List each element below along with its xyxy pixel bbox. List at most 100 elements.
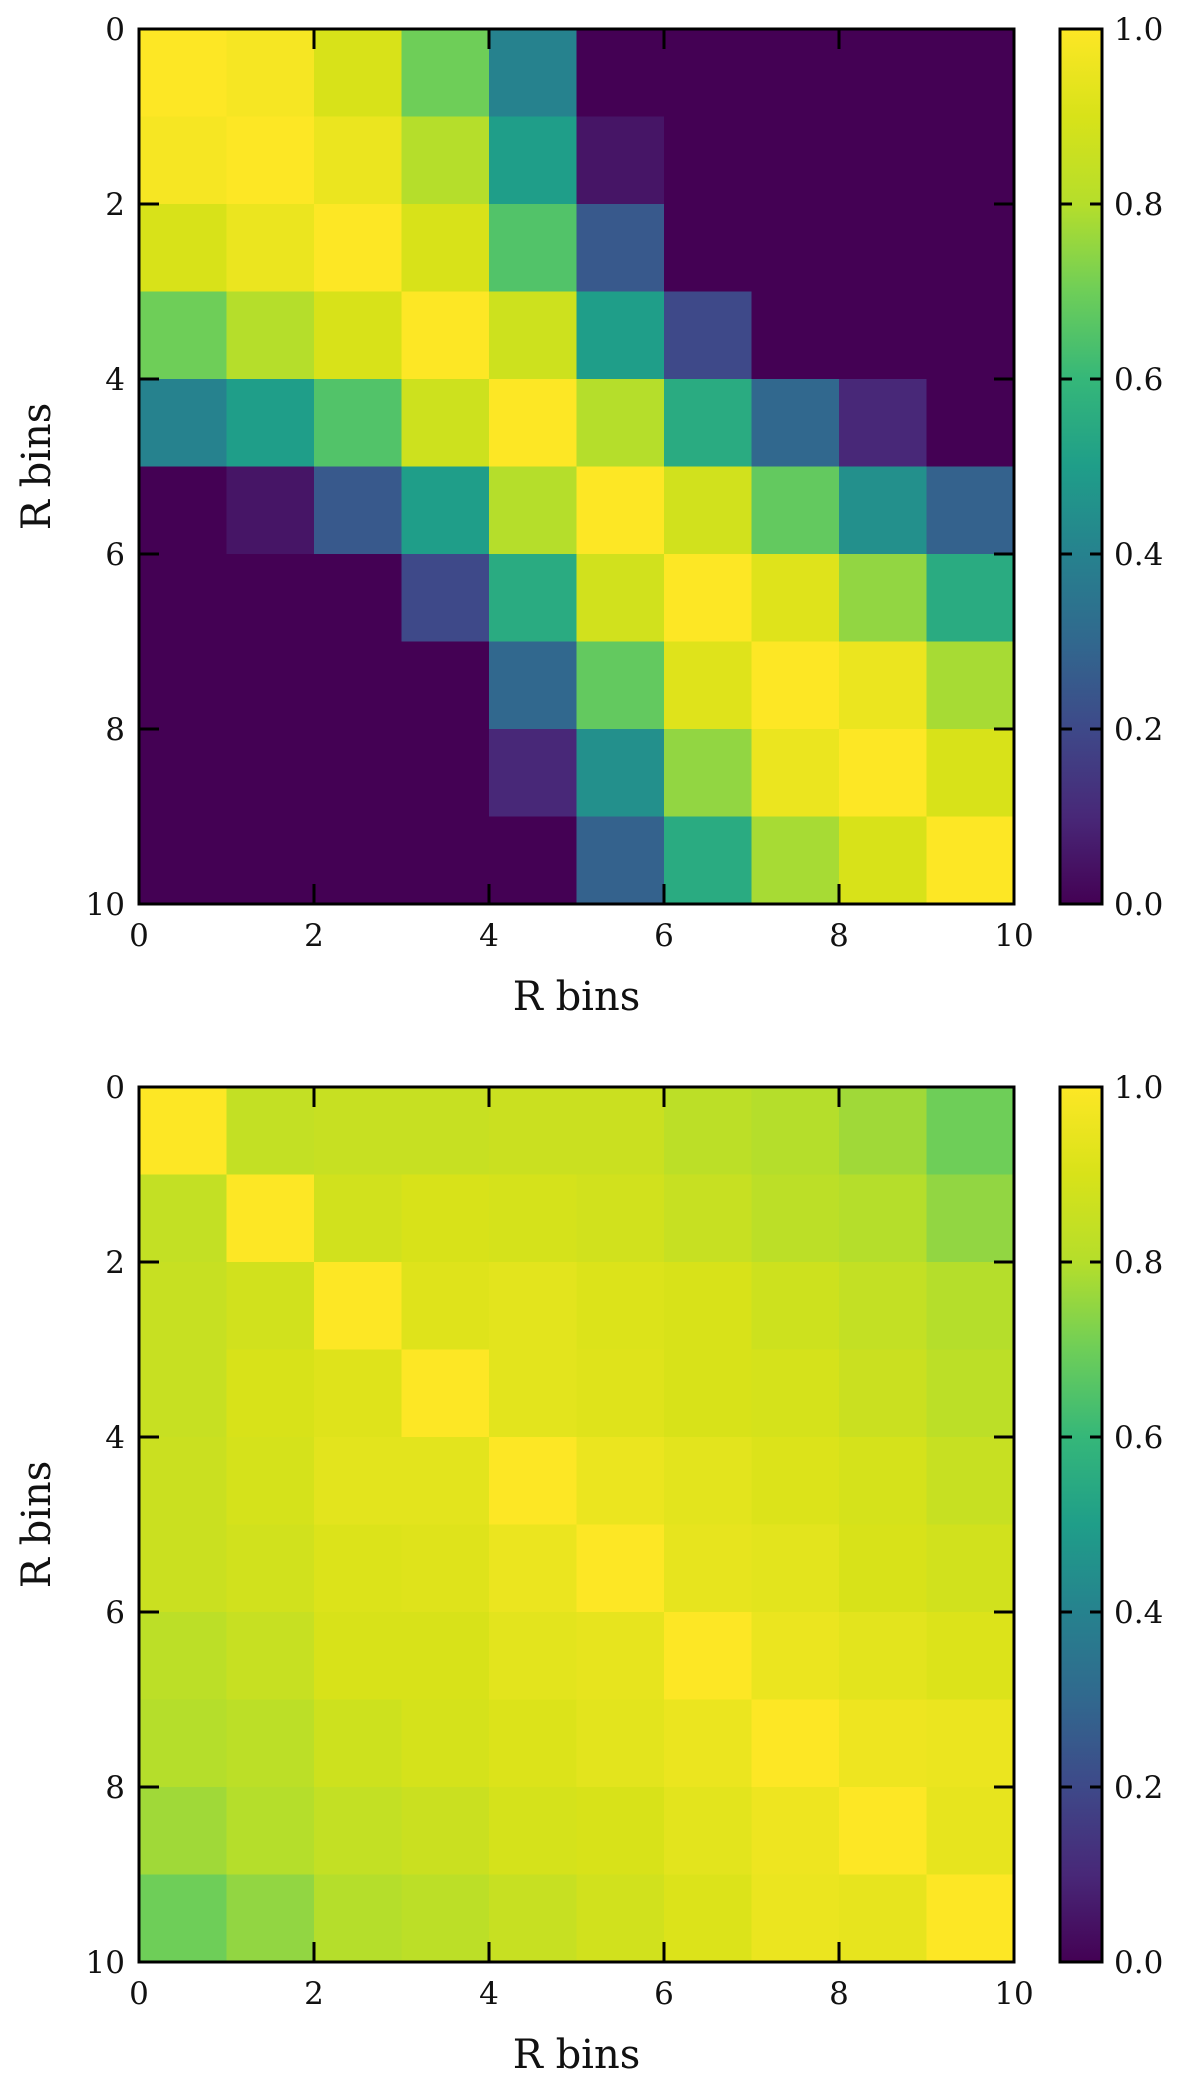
x-tick-label: 2	[304, 918, 324, 954]
heatmap-cell	[751, 116, 840, 205]
heatmap-cell	[926, 641, 1015, 730]
heatmap-cell	[926, 291, 1015, 380]
heatmap-cell	[664, 291, 753, 380]
colorbar-tick-label: 1.0	[1114, 1070, 1163, 1106]
heatmap-cell	[576, 1787, 665, 1876]
heatmap-cell	[226, 1262, 315, 1351]
heatmap-cell	[576, 204, 665, 293]
x-tick-label: 2	[304, 1976, 324, 2012]
heatmap-cell	[489, 1787, 578, 1876]
y-tick-label: 4	[105, 362, 125, 398]
heatmap-cell	[664, 554, 753, 643]
heatmap-cell	[839, 1349, 928, 1438]
heatmap-cell	[139, 1612, 228, 1701]
heatmap-cell	[139, 1087, 228, 1176]
heatmap-cell	[489, 29, 578, 118]
heatmap-cell	[576, 379, 665, 468]
heatmap-cell	[314, 641, 403, 730]
heatmap-cell	[664, 1437, 753, 1526]
colorbar-tick-label: 0.8	[1114, 187, 1163, 223]
colorbar-gradient	[1060, 1087, 1102, 1962]
heatmap-cell	[489, 1524, 578, 1613]
heatmap-cell	[139, 1524, 228, 1613]
heatmap-cell	[926, 1699, 1015, 1788]
heatmap-cell	[489, 1087, 578, 1176]
heatmap-cell	[314, 291, 403, 380]
heatmap-cell	[926, 466, 1015, 555]
heatmap-cell	[314, 554, 403, 643]
colorbar-tick-label: 0.4	[1114, 1595, 1163, 1631]
heatmap-cell	[226, 116, 315, 205]
heatmap-cell	[314, 116, 403, 205]
colorbar-tick-label: 0.0	[1114, 1945, 1163, 1981]
x-tick-label: 8	[829, 918, 849, 954]
heatmap-cell	[751, 29, 840, 118]
heatmap-cell	[751, 1612, 840, 1701]
colorbar-tick-label: 0.8	[1114, 1245, 1163, 1281]
x-tick-label: 0	[129, 1976, 149, 2012]
y-axis-label: R bins	[14, 403, 60, 531]
heatmap-cell	[576, 29, 665, 118]
heatmap-cell	[926, 1087, 1015, 1176]
heatmap-cell	[576, 1874, 665, 1963]
heatmap-cell	[401, 554, 490, 643]
heatmap-cell	[664, 1787, 753, 1876]
heatmap-cell	[839, 466, 928, 555]
heatmap-cell	[226, 1087, 315, 1176]
heatmap-cell	[751, 1174, 840, 1263]
heatmap-cell	[401, 116, 490, 205]
colorbar-gradient	[1060, 29, 1102, 904]
heatmap-cell	[751, 379, 840, 468]
heatmap-cell	[314, 379, 403, 468]
colorbar-frame	[1058, 27, 1104, 906]
plot-frame	[137, 27, 1016, 906]
heatmap-cell	[576, 554, 665, 643]
heatmap-cell	[139, 116, 228, 205]
colorbar-tick-label: 0.2	[1114, 1770, 1163, 1806]
heatmap-cell	[664, 116, 753, 205]
heatmap-cell	[401, 379, 490, 468]
heatmap-cell	[576, 1437, 665, 1526]
heatmap-cell	[401, 1787, 490, 1876]
heatmap-cell	[839, 1524, 928, 1613]
heatmap-cell	[226, 1874, 315, 1963]
heatmap-cell	[926, 816, 1015, 905]
heatmap-cell	[401, 466, 490, 555]
x-axis-label: R bins	[513, 974, 641, 1020]
heatmap-cell	[576, 1612, 665, 1701]
heatmap-cell	[314, 1874, 403, 1963]
heatmap-cell	[751, 641, 840, 730]
heatmap-cell	[226, 1699, 315, 1788]
heatmap-cell	[926, 1437, 1015, 1526]
heatmap-cell	[839, 816, 928, 905]
heatmap-cell	[489, 204, 578, 293]
heatmap-cell	[226, 1524, 315, 1613]
y-tick-label: 2	[105, 1245, 125, 1281]
heatmap-cell	[751, 466, 840, 555]
heatmap-cell	[664, 1612, 753, 1701]
heatmap-cell	[226, 1612, 315, 1701]
heatmap-cell	[489, 466, 578, 555]
heatmap-cell	[576, 116, 665, 205]
colorbar: 0.0 0.2 0.4 0.6 0.8 1.0	[1058, 1070, 1163, 1981]
heatmap-cell	[839, 1699, 928, 1788]
y-tick-label: 8	[105, 1770, 125, 1806]
heatmap-cell	[139, 729, 228, 818]
heatmap-cell	[926, 1174, 1015, 1263]
heatmap-cell	[489, 554, 578, 643]
heatmap-cell	[314, 1087, 403, 1176]
heatmap-cell	[401, 641, 490, 730]
heatmap-cell	[489, 116, 578, 205]
heatmap-cell	[926, 1349, 1015, 1438]
heatmap-cell	[226, 29, 315, 118]
heatmap-cell	[751, 1524, 840, 1613]
heatmap-cell	[751, 1874, 840, 1963]
heatmap-cell	[751, 554, 840, 643]
colorbar-frame	[1058, 1085, 1104, 1964]
plot-frame	[137, 1085, 1016, 1964]
heatmap-cell	[926, 1612, 1015, 1701]
heatmap-cell	[839, 1174, 928, 1263]
heatmap-cell	[489, 641, 578, 730]
heatmap-cell	[664, 1087, 753, 1176]
